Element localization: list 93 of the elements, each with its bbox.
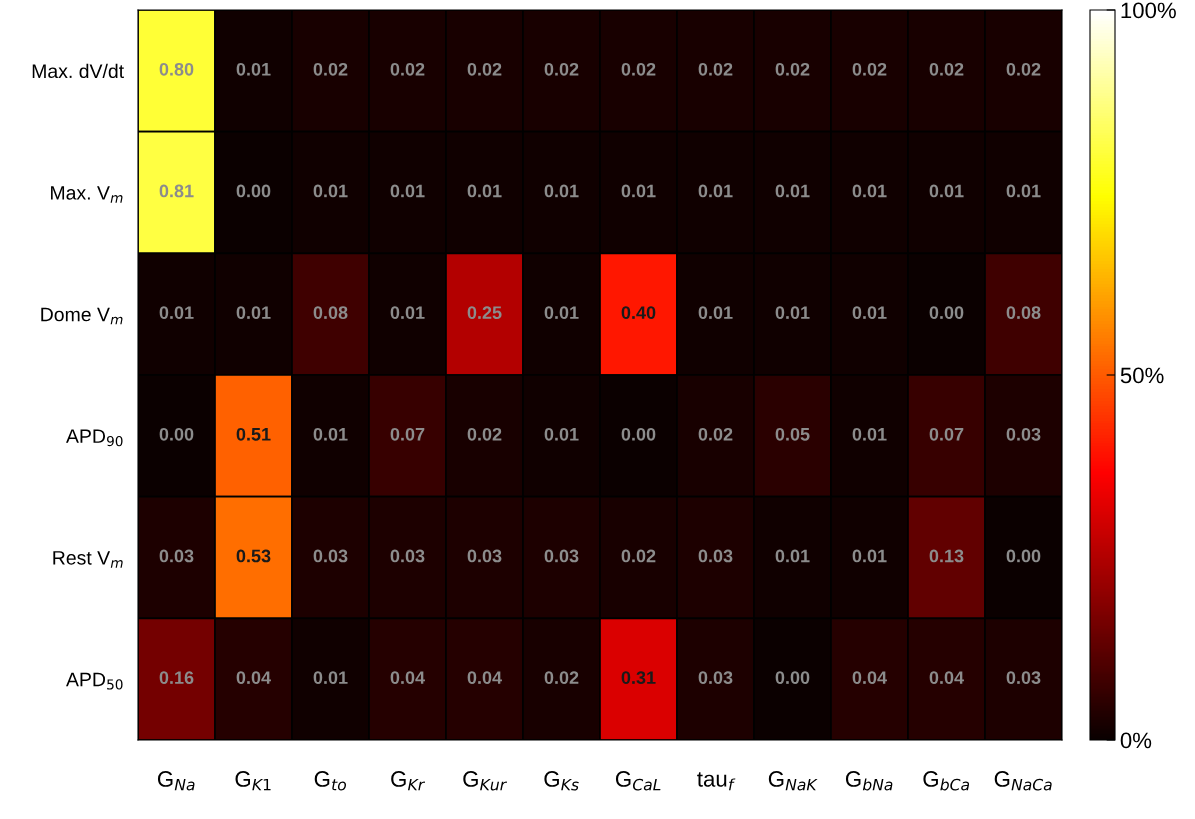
x-tick-label: G$_{NaK}$	[768, 771, 818, 791]
data-label: 0.01	[1006, 184, 1041, 198]
data-label: 0.03	[1006, 671, 1041, 685]
data-label: 0.01	[236, 306, 271, 320]
data-label: 0.01	[236, 62, 271, 76]
data-label: 0.02	[929, 62, 964, 76]
x-tick-label: G$_{Kur}$	[463, 771, 507, 791]
data-label: 0.00	[159, 427, 194, 441]
data-label: 0.16	[159, 671, 194, 685]
data-label: 0.07	[929, 427, 964, 441]
y-tick-label: APD$_{90}$	[66, 429, 123, 447]
data-label: 0.03	[698, 671, 733, 685]
x-tick-label: G$_{NaCa}$	[994, 771, 1052, 791]
data-label: 0.03	[159, 549, 194, 563]
data-label: 0.80	[159, 62, 194, 76]
data-label: 0.02	[1006, 62, 1041, 76]
data-label: 0.01	[852, 306, 887, 320]
data-label: 0.13	[929, 549, 964, 563]
data-label: 0.53	[236, 549, 271, 563]
data-label: 0.02	[467, 427, 502, 441]
data-label: 0.01	[313, 427, 348, 441]
data-label: 0.03	[313, 549, 348, 563]
data-label: 0.01	[313, 671, 348, 685]
data-label: 0.04	[852, 671, 887, 685]
y-tick-label: Rest V$_{m}$	[53, 551, 123, 568]
data-label: 0.08	[313, 306, 348, 320]
data-label: 0.01	[544, 306, 579, 320]
data-label: 0.03	[467, 549, 502, 563]
data-label: 0.02	[775, 62, 810, 76]
data-label: 0.01	[467, 184, 502, 198]
data-label: 0.01	[929, 184, 964, 198]
data-label: 0.03	[390, 549, 425, 563]
y-tick-label: Dome V$_{m}$	[41, 307, 123, 325]
y-tick-label: APD$_{50}$	[66, 672, 123, 690]
data-label: 0.00	[1006, 549, 1041, 563]
data-label: 0.01	[313, 184, 348, 198]
data-label: 0.02	[621, 549, 656, 563]
data-label: 0.00	[775, 671, 810, 685]
data-label: 0.01	[544, 184, 579, 198]
data-label: 0.05	[775, 427, 810, 441]
data-label: 0.04	[467, 671, 502, 685]
data-label: 0.02	[852, 62, 887, 76]
data-label: 0.04	[929, 671, 964, 685]
data-label: 0.03	[544, 549, 579, 563]
data-label: 0.00	[929, 306, 964, 320]
data-label: 0.01	[775, 184, 810, 198]
x-tick-label: G$_{Na}$	[157, 771, 195, 791]
data-label: 0.03	[698, 549, 733, 563]
data-label: 0.01	[621, 184, 656, 198]
data-label: 0.01	[390, 306, 425, 320]
data-label: 0.02	[544, 62, 579, 76]
data-label: 0.01	[159, 306, 194, 320]
data-label: 0.02	[621, 62, 656, 76]
data-label: 0.01	[852, 427, 887, 441]
data-label: 0.40	[621, 306, 656, 320]
x-tick-label: G$_{CaL}$	[615, 771, 661, 791]
data-label: 0.02	[467, 62, 502, 76]
data-label: 0.01	[775, 549, 810, 563]
x-tick-label: G$_{to}$	[314, 771, 347, 791]
color-bar-label: 0%	[1120, 732, 1152, 749]
x-tick-label: G$_{Ks}$	[544, 771, 579, 791]
x-tick-label: tau$_{f}$	[697, 772, 736, 791]
data-label: 0.07	[390, 427, 425, 441]
data-label: 0.02	[698, 62, 733, 76]
data-label: 0.04	[236, 671, 271, 685]
data-label: 0.08	[1006, 306, 1041, 320]
data-label: 0.01	[852, 184, 887, 198]
color-bar-label: 100%	[1121, 2, 1176, 19]
data-label: 0.51	[236, 427, 271, 441]
data-label: 0.02	[390, 62, 425, 76]
data-label: 0.01	[698, 184, 733, 198]
data-label: 0.01	[390, 184, 425, 198]
data-label: 0.04	[390, 671, 425, 685]
x-tick-label: G$_{bCa}$	[923, 771, 970, 791]
data-label: 0.02	[544, 671, 579, 685]
data-label: 0.01	[698, 306, 733, 320]
y-tick-label: Max. dV/dt	[32, 63, 124, 79]
data-label: 0.31	[621, 671, 656, 685]
x-tick-label: G$_{bNa}$	[845, 771, 893, 791]
x-tick-label: G$_{K1}$	[235, 771, 271, 791]
data-label: 0.81	[159, 184, 194, 198]
data-label: 0.02	[313, 62, 348, 76]
data-label: 0.01	[544, 427, 579, 441]
data-label: 0.01	[852, 549, 887, 563]
data-label: 0.02	[698, 427, 733, 441]
data-label: 0.25	[467, 306, 502, 320]
data-label: 0.00	[236, 184, 271, 198]
data-label: 0.00	[621, 427, 656, 441]
y-tick-label: Max. V$_{m}$	[51, 186, 123, 203]
color-bar-label: 50%	[1120, 367, 1164, 384]
data-label: 0.03	[1006, 427, 1041, 441]
data-label: 0.01	[775, 306, 810, 320]
x-tick-label: G$_{Kr}$	[391, 771, 425, 791]
